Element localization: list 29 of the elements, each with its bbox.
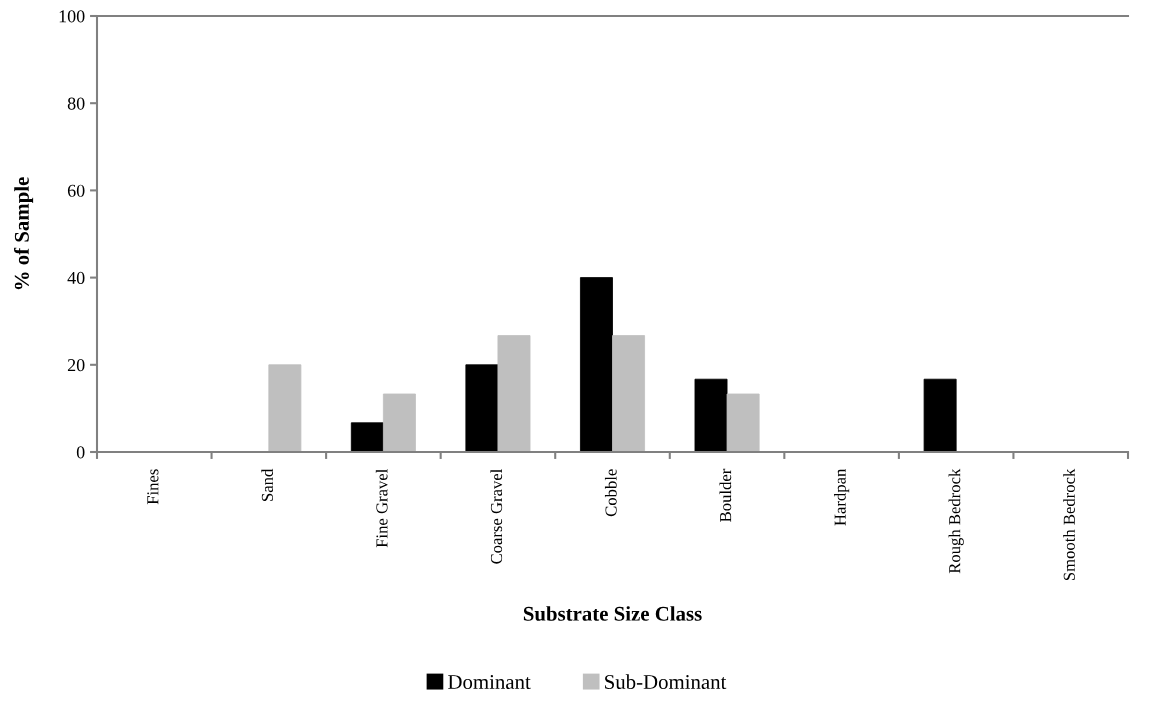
- bar: [726, 393, 760, 452]
- y-tick-label: 80: [67, 97, 85, 110]
- x-tick-label: Sand: [261, 468, 274, 501]
- bar: [923, 378, 957, 452]
- bar: [497, 335, 531, 452]
- x-axis-title: Substrate Size Class: [523, 606, 702, 621]
- y-tick-label: 60: [67, 184, 85, 197]
- x-tick-label: Cobble: [604, 469, 617, 517]
- y-tick-label: 40: [67, 271, 85, 285]
- bar: [465, 364, 499, 452]
- x-tick-label: Hardpan: [834, 468, 850, 526]
- bar: [694, 378, 728, 452]
- bar: [382, 393, 416, 452]
- x-tick-label: Coarse Gravel: [490, 469, 503, 564]
- y-axis-title: % of Sample: [14, 177, 34, 290]
- bar: [268, 364, 302, 452]
- bar: [350, 422, 384, 452]
- x-tick-label: Fines: [147, 469, 159, 505]
- legend-label: Dominant: [448, 675, 531, 690]
- x-tick-label: Boulder: [719, 468, 732, 522]
- y-tick-label: 20: [67, 359, 85, 372]
- x-tick-label: Rough Bedrock: [948, 468, 964, 574]
- bar: [612, 335, 645, 452]
- x-tick-label: Smooth Bedrock: [1063, 468, 1075, 581]
- legend-label: Sub-Dominant: [605, 674, 727, 690]
- x-tick-label: Fine Gravel: [375, 469, 388, 548]
- y-tick-label: 100: [59, 10, 85, 23]
- y-tick-label: 0: [76, 446, 85, 459]
- bar: [580, 277, 613, 452]
